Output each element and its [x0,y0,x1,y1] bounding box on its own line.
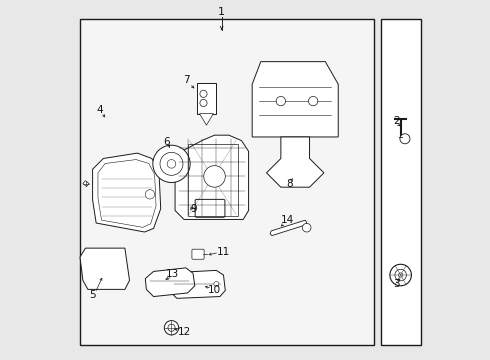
Polygon shape [267,137,324,187]
Circle shape [167,159,176,168]
Text: 14: 14 [281,215,294,225]
FancyBboxPatch shape [195,199,225,217]
Text: 7: 7 [184,75,190,85]
Polygon shape [252,62,338,137]
Text: 2: 2 [393,116,400,126]
Polygon shape [270,220,307,235]
Bar [196,83,216,114]
Polygon shape [98,159,156,227]
Circle shape [214,282,219,287]
Text: 3: 3 [393,279,400,289]
Text: 11: 11 [217,247,230,257]
Circle shape [164,320,179,335]
Polygon shape [80,248,129,289]
FancyBboxPatch shape [192,249,204,259]
Text: 6: 6 [164,138,170,147]
Bar [188,144,238,216]
Text: 13: 13 [166,269,179,279]
Text: 4: 4 [97,105,103,115]
Text: 1: 1 [218,7,225,17]
Circle shape [204,166,225,187]
Polygon shape [199,114,213,125]
Polygon shape [83,181,89,186]
Polygon shape [146,268,195,297]
Polygon shape [171,270,225,298]
Circle shape [276,96,286,106]
Circle shape [309,96,318,106]
Circle shape [395,269,406,281]
Circle shape [200,99,207,107]
Text: 10: 10 [208,285,221,296]
Circle shape [398,273,403,277]
Circle shape [302,224,311,232]
Circle shape [390,264,412,286]
Polygon shape [175,135,248,220]
Circle shape [400,134,410,144]
Bar [80,19,374,345]
Text: 9: 9 [191,204,197,215]
Circle shape [160,152,183,175]
Circle shape [153,145,190,183]
Text: 8: 8 [287,179,293,189]
Circle shape [146,190,155,199]
Text: 5: 5 [89,291,96,301]
Polygon shape [93,153,161,232]
Text: 12: 12 [177,327,191,337]
Bar [381,19,421,345]
Circle shape [200,90,207,98]
Circle shape [168,324,175,331]
